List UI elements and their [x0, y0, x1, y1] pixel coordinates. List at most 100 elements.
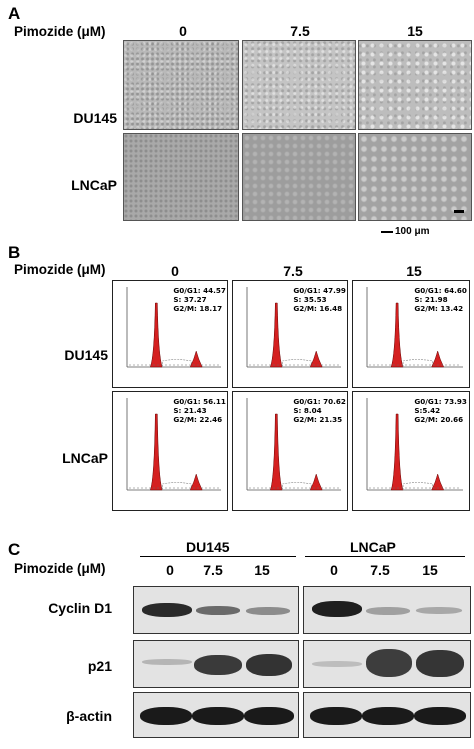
g2m-peak [431, 473, 445, 491]
western-label-cyclin-d1: Cyclin D1 [48, 600, 112, 616]
s-phase-region [282, 359, 312, 368]
g2m-peak [309, 350, 323, 368]
panel-b-row-lncap: LNCaP [62, 450, 108, 466]
band [192, 707, 244, 725]
g0g1-peak [269, 302, 283, 368]
g0g1-peak [269, 413, 283, 491]
stat-g0g1: G0/G1: 73.93 [414, 397, 467, 406]
flow-histogram-lncap-15: G0/G1: 73.93 S:5.42 G2/M: 20.66 [352, 391, 470, 511]
band [142, 603, 192, 617]
cell-cycle-stats: G0/G1: 70.62 S: 8.04 G2/M: 21.35 [293, 397, 346, 424]
histogram-plot [366, 287, 463, 368]
cell-cycle-stats: G0/G1: 64.60 S: 21.98 G2/M: 13.42 [414, 286, 467, 313]
western-conc-du145-15: 15 [254, 562, 270, 578]
western-underline-du145 [140, 556, 296, 557]
western-conc-lncap-7-5: 7.5 [370, 562, 390, 578]
micrograph-du145-0 [123, 40, 239, 130]
s-phase-region [282, 482, 312, 491]
western-cellline-lncap: LNCaP [350, 539, 396, 555]
panel-c-letter: C [8, 540, 21, 559]
western-conc-du145-0: 0 [166, 562, 174, 578]
histogram-plot [126, 398, 221, 491]
scalebar-inset [454, 210, 464, 213]
panel-a-row-lncap: LNCaP [71, 177, 117, 193]
panel-a-row-du145: DU145 [73, 110, 117, 126]
panel-b-conc-1: 7.5 [283, 263, 303, 279]
band [194, 655, 242, 675]
blot-cyclin-d1-du145 [133, 586, 299, 634]
stat-g0g1: G0/G1: 44.57 [173, 286, 226, 295]
panel-a-conc-0: 0 [179, 23, 187, 39]
g2m-peak [189, 350, 203, 368]
flow-histogram-lncap-0: G0/G1: 56.11 S: 21.43 G2/M: 22.46 [112, 391, 228, 511]
histogram-plot [126, 287, 221, 368]
stat-g0g1: G0/G1: 47.99 [293, 286, 346, 295]
histogram-plot [246, 398, 341, 491]
panel-a-conc-2: 15 [407, 23, 423, 39]
stat-g0g1: G0/G1: 70.62 [293, 397, 346, 406]
panel-b-header: Pimozide (μM) [14, 262, 106, 277]
band [416, 650, 464, 677]
panel-a-conc-1: 7.5 [290, 23, 310, 39]
western-cellline-du145: DU145 [186, 539, 230, 555]
micrograph-lncap-15 [358, 133, 472, 221]
cell-cycle-stats: G0/G1: 44.57 S: 37.27 G2/M: 18.17 [173, 286, 226, 313]
s-phase-region [162, 482, 192, 491]
stat-g2m: G2/M: 18.17 [173, 304, 223, 313]
blot-cyclin-d1-lncap [303, 586, 471, 634]
flow-histogram-lncap-7-5: G0/G1: 70.62 S: 8.04 G2/M: 21.35 [232, 391, 348, 511]
cell-cycle-stats: G0/G1: 47.99 S: 35.53 G2/M: 16.48 [293, 286, 346, 313]
panel-a-letter: A [8, 4, 21, 23]
s-phase-region [402, 359, 433, 368]
stat-g0g1: G0/G1: 64.60 [414, 286, 467, 295]
stat-g2m: G2/M: 21.35 [293, 415, 343, 424]
band [310, 707, 362, 725]
band [362, 707, 414, 725]
s-phase-region [162, 359, 192, 368]
g0g1-peak [390, 302, 404, 368]
g2m-peak [309, 473, 323, 491]
blot-p21-lncap [303, 640, 471, 688]
band [142, 659, 192, 665]
band [246, 654, 292, 676]
western-conc-du145-7-5: 7.5 [203, 562, 223, 578]
panel-b-letter: B [8, 243, 21, 262]
blot-beta-actin-du145 [133, 692, 299, 738]
band [366, 607, 410, 615]
stat-g2m: G2/M: 20.66 [414, 415, 464, 424]
panel-b-row-du145: DU145 [64, 347, 108, 363]
stat-s: S: 37.27 [173, 295, 207, 304]
blot-p21-du145 [133, 640, 299, 688]
panel-c-header: Pimozide (μM) [14, 561, 106, 576]
western-conc-lncap-15: 15 [422, 562, 438, 578]
western-conc-lncap-0: 0 [330, 562, 338, 578]
band [244, 707, 294, 725]
stat-g2m: G2/M: 13.42 [414, 304, 464, 313]
flow-histogram-du145-15: G0/G1: 64.60 S: 21.98 G2/M: 13.42 [352, 280, 470, 388]
band [416, 607, 462, 614]
stat-s: S: 21.43 [173, 406, 207, 415]
micrograph-du145-7-5 [242, 40, 356, 130]
micrograph-du145-15 [358, 40, 472, 130]
band [312, 601, 362, 617]
panel-a-header: Pimozide (μM) [14, 24, 106, 39]
g2m-peak [431, 350, 445, 368]
micrograph-lncap-7-5 [242, 133, 356, 221]
blot-beta-actin-lncap [303, 692, 471, 738]
stat-s: S: 21.98 [414, 295, 448, 304]
stat-g0g1: G0/G1: 56.11 [173, 397, 226, 406]
stat-s: S:5.42 [414, 406, 441, 415]
stat-g2m: G2/M: 16.48 [293, 304, 343, 313]
band [312, 661, 362, 667]
western-label-p21: p21 [87, 658, 112, 674]
band [140, 707, 192, 725]
scalebar-label: 100 μm [395, 226, 430, 237]
stat-s: S: 8.04 [293, 406, 322, 415]
stat-g2m: G2/M: 22.46 [173, 415, 223, 424]
band [196, 606, 240, 615]
micrograph-lncap-0 [123, 133, 239, 221]
s-phase-region [402, 482, 433, 491]
panel-b-conc-0: 0 [171, 263, 179, 279]
g0g1-peak [149, 413, 163, 491]
panel-b-conc-2: 15 [406, 263, 422, 279]
